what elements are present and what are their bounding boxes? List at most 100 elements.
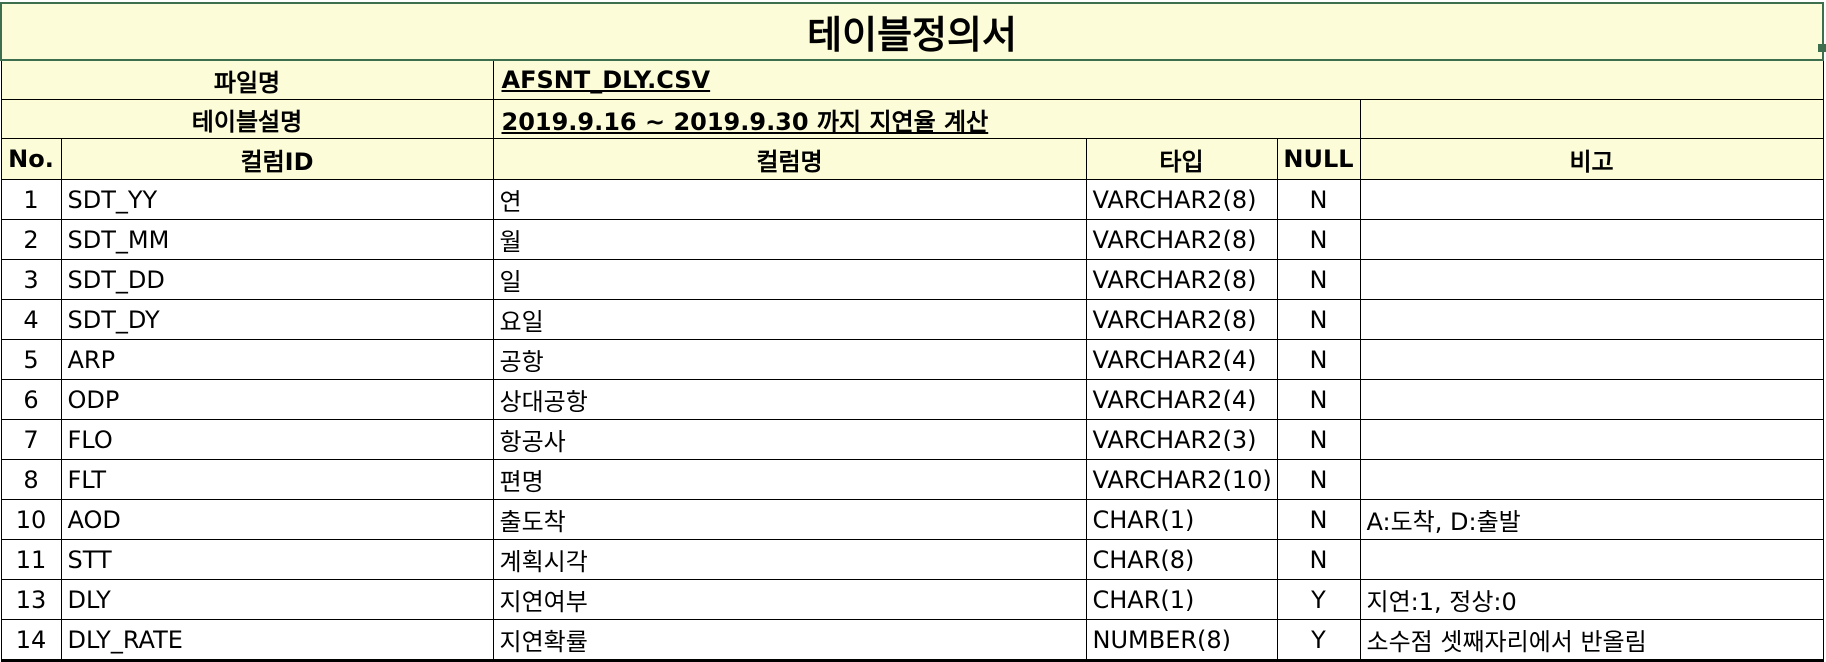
cell-type[interactable]: CHAR(8): [1085, 539, 1278, 580]
cell-type[interactable]: VARCHAR2(8): [1085, 179, 1278, 220]
cell-column-name[interactable]: 연: [492, 179, 1087, 220]
cell-null[interactable]: Y: [1276, 579, 1361, 620]
cell-remark[interactable]: [1359, 219, 1824, 260]
cell-null[interactable]: N: [1276, 259, 1361, 300]
cell-remark[interactable]: [1359, 339, 1824, 380]
header-column-id[interactable]: 컬럼ID: [60, 138, 494, 180]
cell-null[interactable]: N: [1276, 499, 1361, 540]
header-column-name[interactable]: 컬럼명: [492, 138, 1087, 180]
cell-null[interactable]: N: [1276, 219, 1361, 260]
cell-null[interactable]: N: [1276, 539, 1361, 580]
cell-column-id[interactable]: ARP: [60, 339, 494, 380]
table-desc-extra-cell[interactable]: [1359, 99, 1824, 139]
cell-column-id[interactable]: ODP: [60, 379, 494, 420]
cell-remark[interactable]: [1359, 299, 1824, 340]
header-type[interactable]: 타입: [1085, 138, 1278, 180]
cell-column-id[interactable]: SDT_YY: [60, 179, 494, 220]
cell-type[interactable]: CHAR(1): [1085, 579, 1278, 620]
table-row: 10 AOD 출도착 CHAR(1) N A:도착, D:출발: [0, 499, 1824, 540]
cell-remark[interactable]: 지연:1, 정상:0: [1359, 579, 1824, 620]
cell-remark[interactable]: [1359, 179, 1824, 220]
table-desc-cell[interactable]: 2019.9.16 ~ 2019.9.30 까지 지연율 계산: [492, 99, 1361, 139]
cell-column-name[interactable]: 출도착: [492, 499, 1087, 540]
table-row: 8 FLT 편명 VARCHAR2(10) N: [0, 459, 1824, 500]
cell-column-name[interactable]: 일: [492, 259, 1087, 300]
cell-null[interactable]: N: [1276, 459, 1361, 500]
cell-column-name[interactable]: 월: [492, 219, 1087, 260]
table-row: 7 FLO 항공사 VARCHAR2(3) N: [0, 419, 1824, 460]
cell-no[interactable]: 1: [0, 179, 62, 220]
table-desc-value: 2019.9.16 ~ 2019.9.30 까지 지연율 계산: [501, 107, 989, 136]
file-name-cell[interactable]: AFSNT_DLY.CSV: [492, 59, 1824, 100]
cell-column-id[interactable]: STT: [60, 539, 494, 580]
cell-null[interactable]: N: [1276, 339, 1361, 380]
cell-column-id[interactable]: FLT: [60, 459, 494, 500]
cell-remark[interactable]: [1359, 379, 1824, 420]
cell-no[interactable]: 11: [0, 539, 62, 580]
cell-no[interactable]: 7: [0, 419, 62, 460]
cell-remark[interactable]: [1359, 259, 1824, 300]
cell-no[interactable]: 13: [0, 579, 62, 620]
cell-remark[interactable]: [1359, 539, 1824, 580]
cell-column-id[interactable]: FLO: [60, 419, 494, 460]
table-row: 13 DLY 지연여부 CHAR(1) Y 지연:1, 정상:0: [0, 579, 1824, 620]
cell-column-id[interactable]: AOD: [60, 499, 494, 540]
cell-no[interactable]: 8: [0, 459, 62, 500]
cell-null[interactable]: N: [1276, 419, 1361, 460]
cell-column-name[interactable]: 요일: [492, 299, 1087, 340]
cell-remark[interactable]: A:도착, D:출발: [1359, 499, 1824, 540]
cell-null[interactable]: N: [1276, 179, 1361, 220]
cell-type[interactable]: CHAR(1): [1085, 499, 1278, 540]
cell-no[interactable]: 3: [0, 259, 62, 300]
cell-column-id[interactable]: SDT_DD: [60, 259, 494, 300]
header-remark[interactable]: 비고: [1359, 138, 1824, 180]
cell-type[interactable]: VARCHAR2(4): [1085, 379, 1278, 420]
file-name-label[interactable]: 파일명: [0, 59, 494, 100]
cell-column-name[interactable]: 상대공항: [492, 379, 1087, 420]
cell-no[interactable]: 4: [0, 299, 62, 340]
cell-column-id[interactable]: DLY: [60, 579, 494, 620]
cell-null[interactable]: Y: [1276, 619, 1361, 662]
selection-fill-handle[interactable]: [1818, 44, 1826, 52]
cell-null[interactable]: N: [1276, 299, 1361, 340]
cell-no[interactable]: 2: [0, 219, 62, 260]
cell-type[interactable]: VARCHAR2(4): [1085, 339, 1278, 380]
cell-column-name[interactable]: 항공사: [492, 419, 1087, 460]
sheet-title[interactable]: 테이블정의서: [0, 2, 1825, 61]
cell-type[interactable]: VARCHAR2(3): [1085, 419, 1278, 460]
table-row: 1 SDT_YY 연 VARCHAR2(8) N: [0, 179, 1824, 220]
table-row: 2 SDT_MM 월 VARCHAR2(8) N: [0, 219, 1824, 260]
cell-type[interactable]: VARCHAR2(8): [1085, 219, 1278, 260]
cell-column-id[interactable]: SDT_MM: [60, 219, 494, 260]
table-row: 4 SDT_DY 요일 VARCHAR2(8) N: [0, 299, 1824, 340]
cell-column-name[interactable]: 계획시각: [492, 539, 1087, 580]
header-null[interactable]: NULL: [1276, 138, 1361, 180]
file-name-value: AFSNT_DLY.CSV: [501, 66, 711, 94]
cell-no[interactable]: 6: [0, 379, 62, 420]
table-row: 14 DLY_RATE 지연확률 NUMBER(8) Y 소수점 셋째자리에서 …: [0, 619, 1824, 662]
cell-column-name[interactable]: 공항: [492, 339, 1087, 380]
cell-column-name[interactable]: 지연확률: [492, 619, 1087, 662]
cell-type[interactable]: NUMBER(8): [1085, 619, 1278, 662]
table-desc-label[interactable]: 테이블설명: [0, 99, 494, 139]
cell-no[interactable]: 5: [0, 339, 62, 380]
cell-type[interactable]: VARCHAR2(10): [1085, 459, 1278, 500]
cell-no[interactable]: 10: [0, 499, 62, 540]
cell-column-name[interactable]: 편명: [492, 459, 1087, 500]
cell-remark[interactable]: [1359, 459, 1824, 500]
table-row: 6 ODP 상대공항 VARCHAR2(4) N: [0, 379, 1824, 420]
cell-no[interactable]: 14: [0, 619, 62, 662]
cell-remark[interactable]: 소수점 셋째자리에서 반올림: [1359, 619, 1824, 662]
cell-column-id[interactable]: DLY_RATE: [60, 619, 494, 662]
cell-type[interactable]: VARCHAR2(8): [1085, 299, 1278, 340]
header-no[interactable]: No.: [0, 138, 62, 180]
cell-remark[interactable]: [1359, 419, 1824, 460]
cell-column-name[interactable]: 지연여부: [492, 579, 1087, 620]
cell-column-id[interactable]: SDT_DY: [60, 299, 494, 340]
cell-type[interactable]: VARCHAR2(8): [1085, 259, 1278, 300]
cell-null[interactable]: N: [1276, 379, 1361, 420]
table-row: 3 SDT_DD 일 VARCHAR2(8) N: [0, 259, 1824, 300]
table-row: 11 STT 계획시각 CHAR(8) N: [0, 539, 1824, 580]
